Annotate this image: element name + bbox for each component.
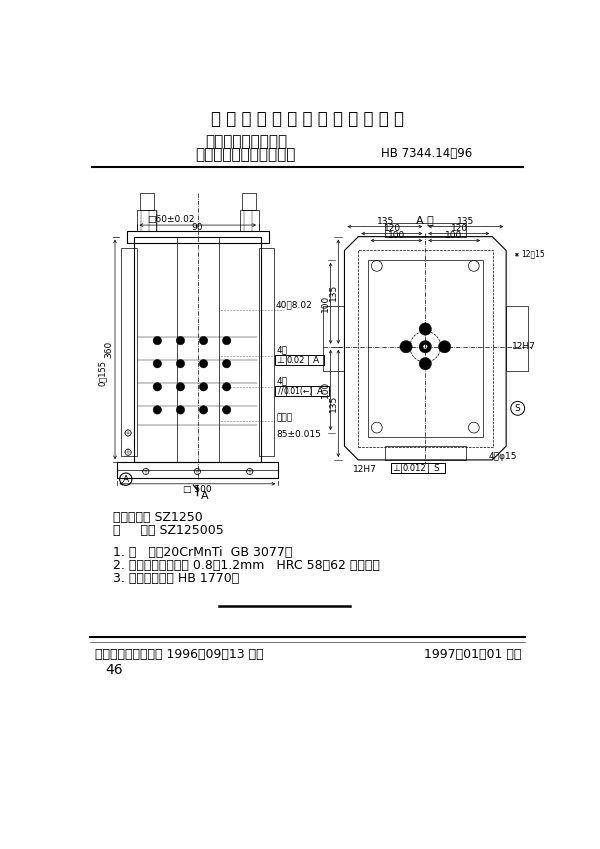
Text: 数控机床用夹具元件: 数控机床用夹具元件	[205, 134, 287, 149]
Text: ⊥: ⊥	[392, 464, 400, 473]
Text: 120: 120	[451, 224, 468, 233]
Circle shape	[223, 406, 231, 414]
Text: 100: 100	[321, 295, 330, 312]
Circle shape	[176, 383, 185, 391]
Bar	[134, 237, 262, 462]
Text: 标记处: 标记处	[277, 413, 293, 422]
Text: A 向: A 向	[416, 215, 434, 225]
Circle shape	[176, 406, 185, 414]
Text: 0.01(←): 0.01(←)	[284, 386, 313, 396]
Bar	[385, 446, 466, 460]
Text: 46: 46	[106, 663, 124, 678]
Bar	[259, 248, 274, 456]
Bar	[275, 386, 329, 396]
Circle shape	[199, 359, 208, 368]
Text: HB 7344.14－96: HB 7344.14－96	[381, 147, 472, 160]
Text: 4处: 4处	[277, 376, 288, 385]
Circle shape	[223, 383, 231, 391]
Bar	[116, 462, 278, 478]
Text: 135: 135	[329, 284, 338, 301]
Circle shape	[176, 359, 185, 368]
Circle shape	[153, 359, 161, 368]
Circle shape	[153, 336, 161, 345]
Text: 0.02: 0.02	[287, 356, 305, 365]
Bar	[368, 260, 483, 437]
Text: 100: 100	[321, 381, 330, 398]
Circle shape	[153, 406, 161, 414]
Bar	[176, 237, 219, 462]
Text: 4处: 4处	[277, 346, 288, 354]
Bar	[240, 210, 259, 231]
Circle shape	[199, 336, 208, 345]
Text: 12～15: 12～15	[521, 250, 545, 259]
Text: 100: 100	[388, 232, 406, 240]
Circle shape	[439, 340, 451, 353]
Text: S: S	[515, 404, 521, 413]
Circle shape	[199, 383, 208, 391]
Text: A: A	[317, 386, 323, 396]
Circle shape	[223, 359, 231, 368]
Text: 0～155: 0～155	[98, 360, 107, 386]
Text: 1997－01－01 实施: 1997－01－01 实施	[424, 649, 521, 661]
Text: S: S	[433, 464, 439, 473]
Circle shape	[419, 323, 431, 335]
Bar	[121, 248, 137, 456]
Bar	[275, 355, 323, 365]
Text: 40～8.02: 40～8.02	[275, 300, 312, 309]
Circle shape	[223, 336, 231, 345]
Text: 12H7: 12H7	[353, 464, 376, 474]
Text: 4－φ15: 4－φ15	[488, 452, 517, 460]
Text: 0.012: 0.012	[403, 464, 427, 473]
Circle shape	[176, 336, 185, 345]
Bar	[242, 193, 256, 210]
Text: □60±0.02: □60±0.02	[146, 215, 194, 224]
Text: 120: 120	[383, 224, 401, 233]
Bar	[391, 463, 445, 473]
Text: 1. 材   料：20CrMnTi  GB 3077。: 1. 材 料：20CrMnTi GB 3077。	[113, 546, 293, 559]
Text: 135: 135	[457, 217, 474, 227]
Bar	[385, 222, 466, 237]
Text: 135: 135	[377, 217, 394, 227]
Circle shape	[419, 357, 431, 370]
Text: 135: 135	[329, 395, 338, 413]
Circle shape	[199, 406, 208, 414]
Text: 2. 热处理：渗碳深度 0.8～1.2mm   HRC 58～62 人工时效: 2. 热处理：渗碳深度 0.8～1.2mm HRC 58～62 人工时效	[113, 559, 380, 572]
Text: ⊥: ⊥	[277, 356, 284, 365]
Bar	[506, 306, 528, 371]
Circle shape	[423, 345, 428, 349]
Text: 85±0.015: 85±0.015	[277, 430, 322, 439]
Text: 中 华 人 民 共 和 国 航 空 工 业 标 准: 中 华 人 民 共 和 国 航 空 工 业 标 准	[211, 110, 404, 128]
Text: 90: 90	[191, 223, 203, 232]
Bar	[127, 231, 269, 243]
Text: A: A	[313, 356, 319, 365]
Bar	[116, 470, 278, 478]
Text: 360: 360	[104, 341, 113, 358]
Text: A: A	[201, 491, 209, 501]
Text: 中国航空工业总公司 1996－09－13 发布: 中国航空工业总公司 1996－09－13 发布	[95, 649, 263, 661]
Circle shape	[153, 383, 161, 391]
Text: □ 500: □ 500	[183, 485, 212, 493]
Text: 12H7: 12H7	[512, 342, 535, 351]
Text: A: A	[123, 475, 129, 484]
Text: //: //	[278, 386, 283, 396]
Text: 100: 100	[445, 232, 463, 240]
Bar	[137, 210, 156, 231]
Bar	[358, 250, 493, 447]
Bar	[140, 193, 154, 210]
Text: 中型四面钳式定位夹紧座: 中型四面钳式定位夹紧座	[196, 148, 296, 162]
Text: 分类代号： SZ1250: 分类代号： SZ1250	[113, 511, 203, 524]
Circle shape	[419, 340, 431, 353]
Text: 3. 技术条件：按 HB 1770。: 3. 技术条件：按 HB 1770。	[113, 572, 240, 585]
Circle shape	[400, 340, 412, 353]
Bar	[323, 306, 344, 371]
Text: 标     记： SZ125005: 标 记： SZ125005	[113, 525, 224, 537]
